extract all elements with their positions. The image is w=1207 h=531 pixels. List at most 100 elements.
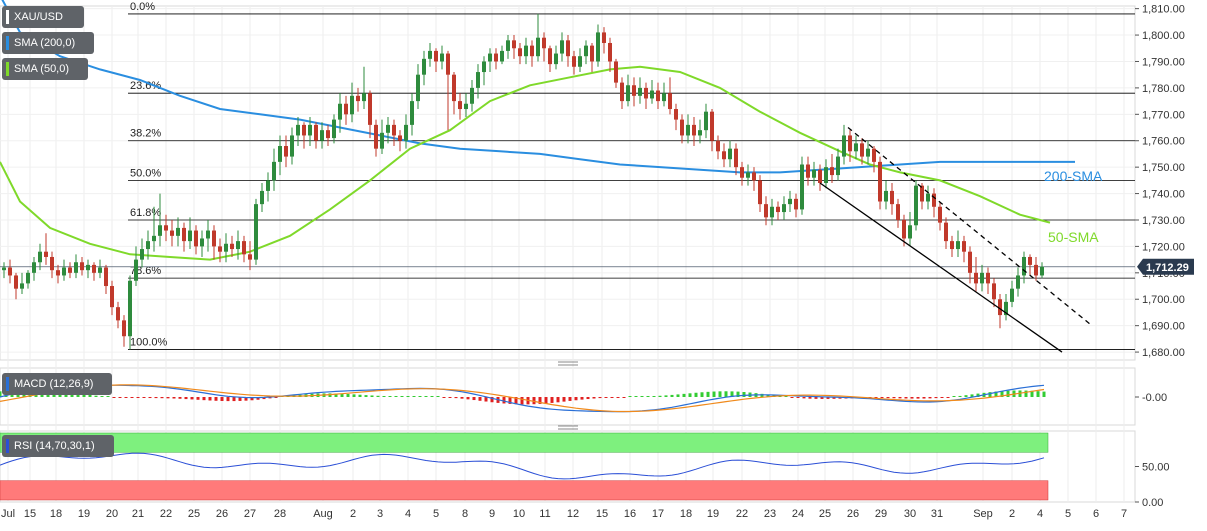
sma50-legend[interactable]: SMA (50,0) <box>2 58 88 80</box>
macd-histogram-bar-positive <box>82 394 86 397</box>
macd-histogram-bar-positive <box>382 396 386 397</box>
candle-body <box>398 135 402 141</box>
macd-histogram-bar-negative <box>580 397 584 400</box>
candle-body <box>926 193 930 202</box>
candle-body <box>20 283 24 289</box>
candle-body <box>752 172 756 181</box>
macd-histogram-bar-negative <box>256 397 260 400</box>
candle-body <box>734 148 738 168</box>
candle-body <box>218 246 222 252</box>
candle-body <box>92 264 96 273</box>
macd-histogram-bar-positive <box>364 395 368 397</box>
rsi-overbought-zone <box>0 432 1049 453</box>
macd-histogram-bar-positive <box>700 392 704 397</box>
macd-histogram-bar-negative <box>208 397 212 401</box>
candle-body <box>938 206 942 223</box>
macd-histogram-bar-positive <box>958 395 962 397</box>
time-axis-label: 5 <box>1065 508 1071 520</box>
macd-histogram-bar-negative <box>238 397 242 401</box>
macd-histogram-bar-positive <box>688 393 692 397</box>
candle-body <box>710 111 714 141</box>
macd-histogram-bar-positive <box>994 391 998 397</box>
time-axis-label: 9 <box>489 508 495 520</box>
candle-body <box>230 243 234 250</box>
macd-histogram-bar-negative <box>946 397 950 398</box>
candle-body <box>530 45 534 57</box>
candle-body <box>1010 288 1014 302</box>
candle-body <box>662 93 666 102</box>
sma200-annotation: 200-SMA <box>1044 168 1103 184</box>
macd-histogram-bar-negative <box>796 397 800 398</box>
macd-histogram-bar-negative <box>262 397 266 400</box>
time-axis-label: 11 <box>539 508 550 520</box>
candle-body <box>428 50 432 59</box>
price-axis-label: 1,690.00 <box>1142 321 1185 333</box>
candle-body <box>470 87 474 104</box>
time-axis-label: 28 <box>274 508 286 520</box>
macd-histogram-bar-positive <box>988 392 992 397</box>
candle-body <box>164 225 168 231</box>
candle-body <box>308 124 312 136</box>
macd-histogram-bar-negative <box>586 397 590 400</box>
candle-body <box>518 48 522 57</box>
macd-histogram-bar-positive <box>334 393 338 397</box>
candle-body <box>98 267 102 273</box>
symbol-legend[interactable]: XAU/USD <box>2 6 84 28</box>
candle-body <box>494 53 498 62</box>
candle-body <box>440 53 444 62</box>
macd-histogram-bar-negative <box>802 397 806 399</box>
macd-histogram-bar-negative <box>220 397 224 401</box>
candle-body <box>584 45 588 57</box>
candle-body <box>362 93 366 102</box>
rsi-oversold-zone <box>0 480 1049 501</box>
macd-histogram-bar-negative <box>568 397 572 401</box>
macd-signal-line <box>0 384 1045 413</box>
candle-body <box>194 230 198 247</box>
macd-histogram-bar-positive <box>976 393 980 397</box>
macd-legend[interactable]: MACD (12,26,9) <box>2 373 112 395</box>
candle-body <box>722 151 726 160</box>
last-price-tag <box>1137 258 1194 275</box>
candle-body <box>302 124 306 136</box>
macd-histogram-bar-negative <box>172 397 176 399</box>
candle-body <box>914 185 918 226</box>
sma200-legend[interactable]: SMA (200,0) <box>2 32 94 54</box>
macd-histogram-bar-negative <box>466 397 470 400</box>
macd-histogram-bar-positive <box>784 396 788 397</box>
macd-histogram-bar-negative <box>514 397 518 405</box>
candle-body <box>1028 256 1032 265</box>
time-axis-label: 3 <box>377 508 383 520</box>
macd-histogram-bar-negative <box>448 397 452 398</box>
time-axis-label: Aug <box>313 508 333 520</box>
annotations-layer: 200-SMA 50-SMA <box>1044 168 1103 245</box>
macd-histogram-bar-negative <box>244 397 248 401</box>
time-axis-label: 15 <box>596 508 608 520</box>
candle-body <box>788 198 792 205</box>
rsi-legend[interactable]: RSI (14,70,30,1) <box>2 435 114 457</box>
candle-body <box>38 251 42 263</box>
candle-body <box>368 93 372 125</box>
candle-body <box>884 190 888 202</box>
macd-histogram-bar-positive <box>670 394 674 397</box>
macd-histogram-bar-positive <box>676 394 680 397</box>
macd-histogram-bar-negative <box>130 397 134 398</box>
time-axis-label: 12 <box>567 508 579 520</box>
macd-histogram-bar-negative <box>904 397 908 399</box>
fibonacci-level-label: 50.0% <box>130 167 161 179</box>
time-axis-label: 22 <box>160 508 172 520</box>
candle-body <box>770 206 774 218</box>
candle-body <box>14 275 18 289</box>
candle-body <box>590 45 594 62</box>
macd-histogram-bar-negative <box>160 397 164 399</box>
candle-body <box>80 262 84 271</box>
macd-histogram-bar-positive <box>766 394 770 397</box>
candle-body <box>848 135 852 152</box>
candle-body <box>1016 275 1020 289</box>
candle-body <box>716 140 720 152</box>
macd-histogram-bar-positive <box>1000 391 1004 397</box>
macd-histogram-bar-negative <box>460 397 464 399</box>
candle-body <box>800 164 804 210</box>
candle-body <box>818 169 822 183</box>
